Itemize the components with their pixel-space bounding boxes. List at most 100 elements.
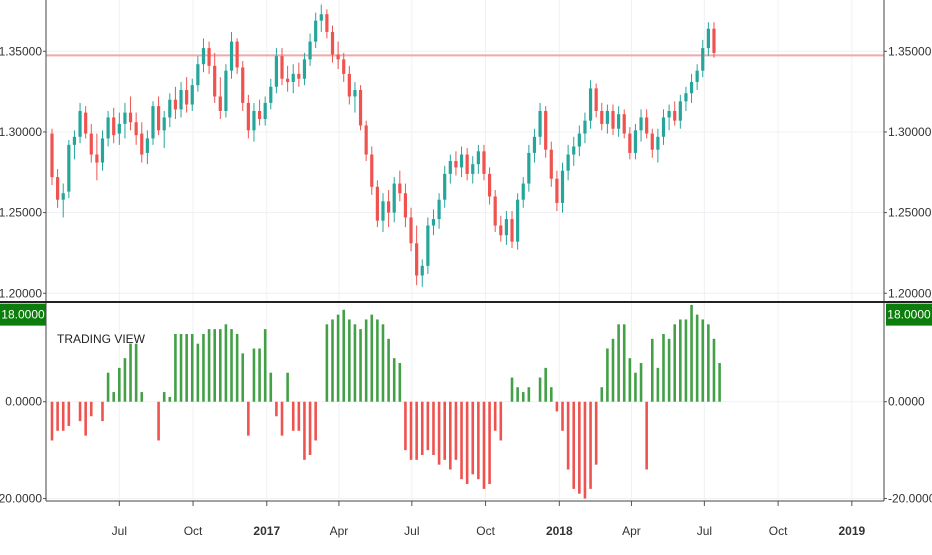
- candle-body: [499, 225, 503, 236]
- candle-body: [667, 110, 671, 118]
- hist-bar: [123, 358, 127, 402]
- last-value-badge-left: [0, 303, 46, 326]
- histogram-bars: [50, 304, 721, 499]
- hist-bar: [662, 333, 665, 402]
- hist-bar: [286, 372, 289, 402]
- x-tick-label: Apr: [622, 524, 641, 538]
- candle-body: [246, 102, 250, 131]
- candle-body: [701, 48, 705, 71]
- candle-body: [241, 67, 245, 103]
- candle-body: [712, 28, 716, 53]
- hist-bar: [359, 329, 362, 402]
- candle-body: [364, 125, 368, 155]
- hist-bar: [247, 401, 250, 436]
- hist-bar: [645, 401, 648, 470]
- hist-bar: [443, 401, 446, 460]
- hist-bar: [275, 401, 278, 417]
- candle-body: [706, 28, 710, 49]
- hist-bar: [449, 401, 452, 470]
- candle-body: [224, 70, 228, 111]
- hist-bar: [381, 324, 385, 402]
- hist-bar: [628, 358, 632, 402]
- hist-bar: [488, 401, 491, 485]
- hist-bar: [695, 314, 699, 402]
- candle-body: [560, 170, 565, 203]
- candle-body: [325, 14, 329, 32]
- hist-bar: [224, 324, 228, 402]
- candle-body: [678, 101, 682, 121]
- hist-bar: [376, 319, 379, 402]
- price-y-label-right: 1.35000: [888, 44, 932, 58]
- hist-bar: [252, 348, 256, 402]
- hist-bar: [679, 319, 682, 402]
- candle-body: [415, 243, 419, 276]
- hist-bar: [684, 319, 688, 402]
- hist-bar: [207, 329, 211, 402]
- candle-body: [426, 225, 430, 266]
- candle-body: [516, 199, 520, 242]
- candle-body: [611, 110, 615, 129]
- hist-bar: [690, 304, 693, 402]
- hist-bar: [415, 401, 418, 460]
- hist-bar: [162, 392, 166, 402]
- hist-bar: [106, 372, 110, 402]
- hist-bar: [549, 387, 553, 402]
- candle-body: [235, 41, 239, 68]
- candle-body: [156, 106, 161, 131]
- candle-body: [695, 70, 699, 82]
- hist-bar: [544, 367, 547, 402]
- candle-body: [476, 151, 480, 165]
- hist-bar: [566, 401, 570, 470]
- hist-bar: [398, 363, 402, 402]
- price-y-label-right: 1.30000: [888, 125, 932, 139]
- candle-body: [510, 219, 514, 242]
- candle-body: [168, 99, 172, 118]
- candle-body: [398, 183, 402, 194]
- candle-body: [521, 183, 525, 200]
- hist-bar: [84, 401, 87, 436]
- candle-body: [263, 102, 267, 120]
- candle-body: [173, 99, 178, 110]
- candle-body: [387, 201, 391, 213]
- candle-body: [617, 114, 621, 129]
- candle-body: [358, 90, 363, 126]
- candle-body: [594, 88, 598, 111]
- hist-bar: [572, 401, 576, 489]
- candle-body: [342, 59, 346, 74]
- candle-body: [61, 193, 65, 200]
- price-y-label-right: 1.20000: [888, 286, 932, 300]
- hist-bar: [364, 319, 368, 402]
- candle-body: [269, 86, 273, 103]
- candle-body: [190, 85, 194, 105]
- candle-body: [555, 178, 559, 203]
- hist-bar: [673, 324, 677, 402]
- candle-body: [106, 117, 110, 139]
- candle-body: [443, 173, 447, 200]
- candle-body: [482, 151, 486, 174]
- hist-bar: [56, 401, 59, 431]
- hist-bar: [269, 372, 273, 402]
- hist-bar: [331, 319, 334, 402]
- hist-bar: [426, 401, 430, 451]
- candle-body: [661, 117, 666, 137]
- candle-body: [179, 90, 183, 110]
- hist-bar: [634, 372, 637, 402]
- candle-body: [381, 201, 385, 221]
- candle-body: [600, 110, 604, 124]
- hist-bar: [179, 333, 183, 402]
- candle-body: [454, 160, 458, 168]
- hist-bar: [280, 401, 284, 436]
- candle-body: [252, 110, 256, 131]
- hist-bar: [392, 358, 396, 402]
- hist-bar: [538, 377, 542, 402]
- hist-bar: [555, 401, 559, 412]
- hist-bar: [241, 353, 245, 402]
- hist-bar: [437, 401, 441, 465]
- x-tick-label: Apr: [330, 524, 349, 538]
- hist-bar: [342, 309, 346, 402]
- hist-bar: [185, 333, 188, 402]
- hist-bar: [611, 338, 615, 402]
- candle-body: [689, 81, 694, 94]
- candle-body: [459, 154, 464, 168]
